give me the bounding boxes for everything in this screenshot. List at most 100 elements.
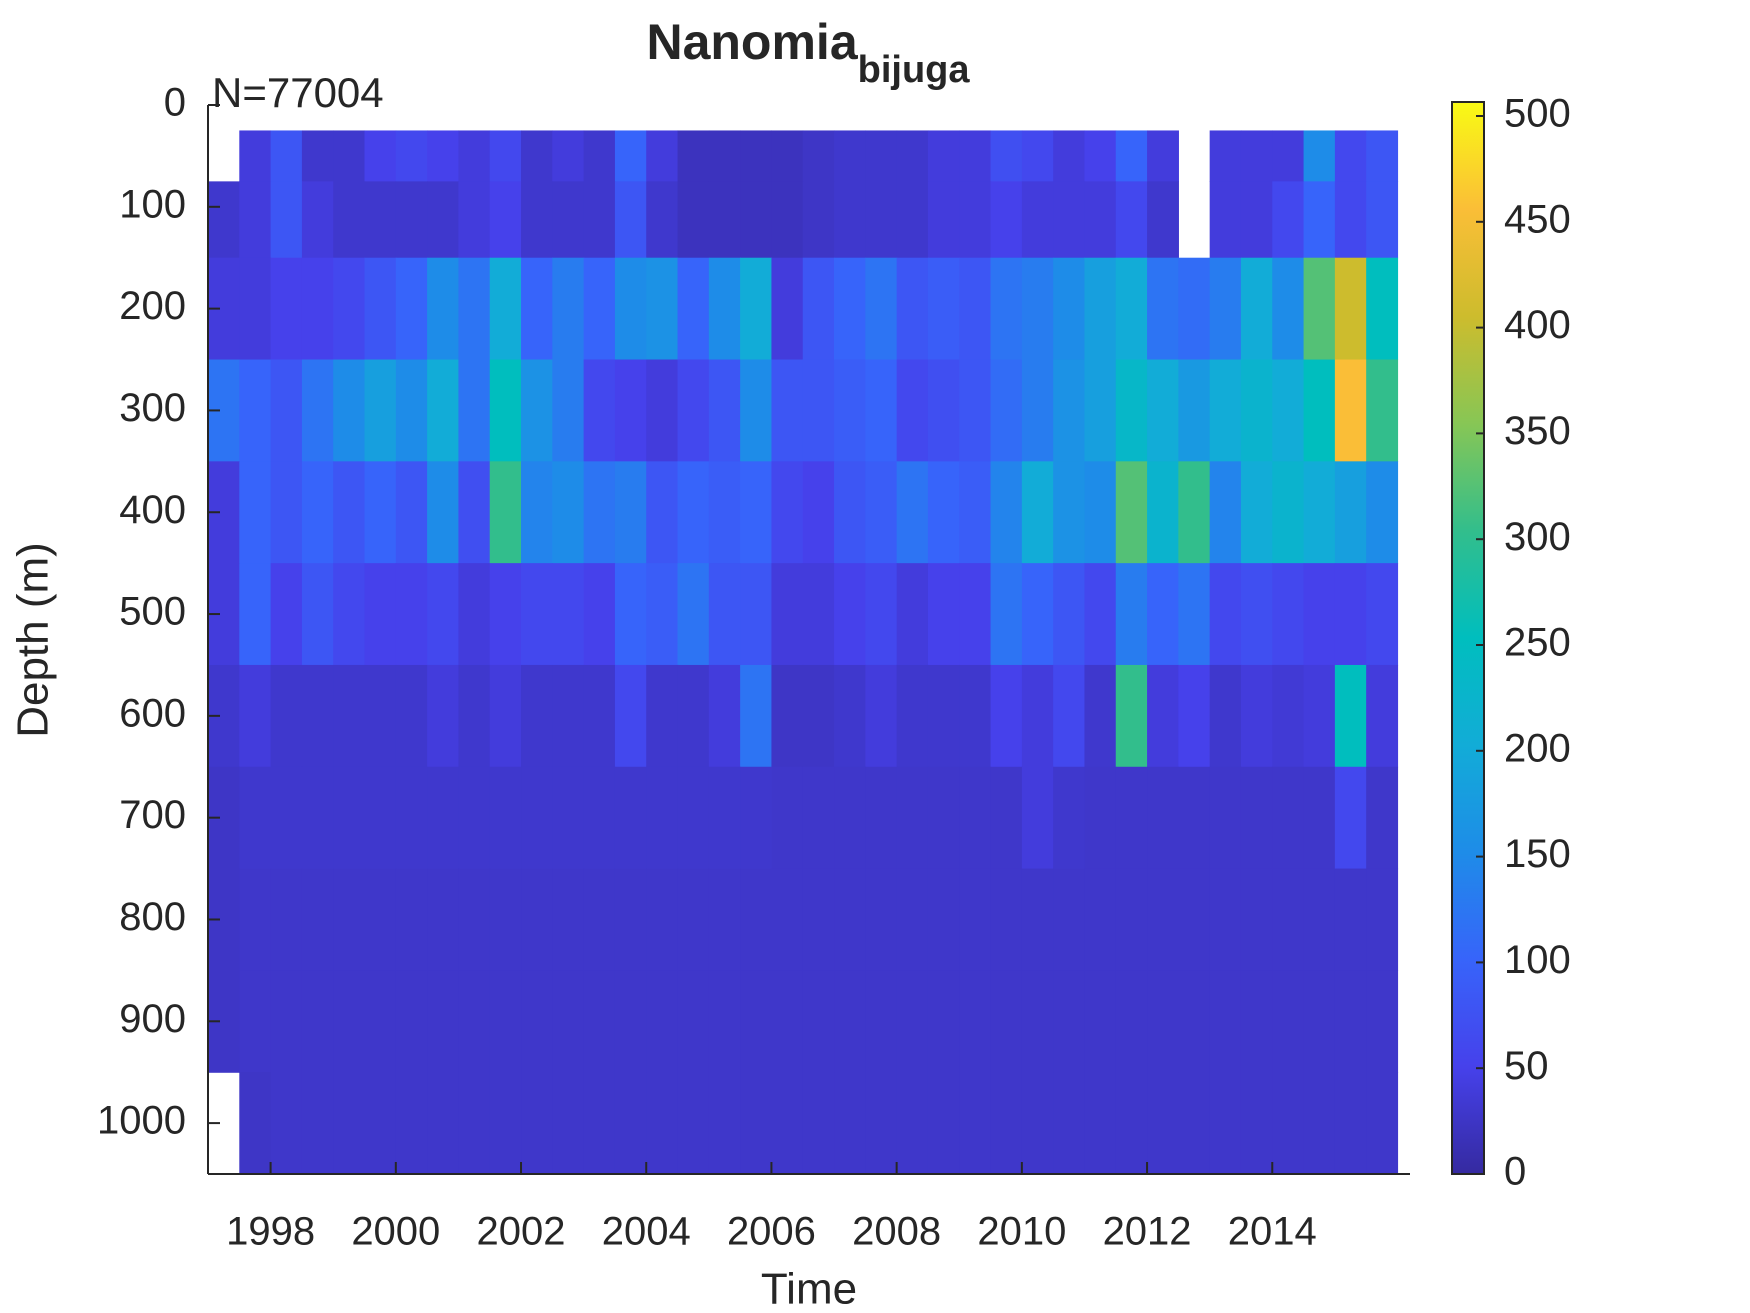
- heatmap-cell: [521, 664, 553, 768]
- heatmap-cell: [489, 766, 522, 870]
- heatmap-cell: [1178, 1072, 1211, 1175]
- heatmap-cell: [865, 257, 898, 361]
- heatmap-cell: [1303, 257, 1336, 361]
- heatmap-cell: [552, 1072, 585, 1175]
- heatmap-cell: [1147, 970, 1179, 1073]
- heatmap-cell: [1272, 1072, 1305, 1175]
- heatmap-cell: [1366, 664, 1399, 768]
- heatmap-cell: [489, 970, 522, 1073]
- heatmap-cell: [1209, 766, 1242, 870]
- heatmap-cell: [646, 563, 679, 666]
- heatmap-cell: [489, 181, 522, 259]
- heatmap-cell: [583, 1072, 616, 1175]
- x-tick-label: 2014: [1228, 1210, 1317, 1254]
- heatmap-cell: [1303, 1072, 1336, 1175]
- heatmap-cell: [552, 970, 585, 1073]
- heatmap-cell: [1240, 1072, 1273, 1175]
- heatmap-cell: [1240, 257, 1273, 361]
- heatmap-cell: [1178, 868, 1211, 971]
- heatmap-cell: [1084, 766, 1117, 870]
- heatmap-cell: [1115, 181, 1148, 259]
- heatmap-cell: [959, 868, 992, 971]
- heatmap-cell: [270, 1072, 303, 1175]
- heatmap-cell: [239, 970, 272, 1073]
- colorbar: [1451, 101, 1485, 1175]
- heatmap-cell: [364, 257, 397, 361]
- heatmap-cell: [614, 257, 647, 361]
- heatmap-cell: [239, 868, 272, 971]
- heatmap-cell: [990, 181, 1023, 259]
- heatmap-cell: [552, 868, 585, 971]
- heatmap-cell: [1053, 1072, 1086, 1175]
- heatmap-cell: [771, 257, 804, 361]
- heatmap-cell: [489, 868, 522, 971]
- heatmap-cell: [646, 970, 679, 1073]
- heatmap-cell: [458, 563, 491, 666]
- heatmap-cell: [489, 461, 522, 564]
- heatmap-cell: [583, 359, 616, 462]
- heatmap-cell: [1178, 359, 1211, 462]
- heatmap-cell: [1366, 1072, 1399, 1175]
- heatmap-cell: [614, 1072, 647, 1175]
- heatmap-cell: [1334, 766, 1367, 870]
- heatmap-cell: [521, 181, 553, 259]
- heatmap-cell: [364, 181, 397, 259]
- heatmap-cell: [834, 563, 866, 666]
- heatmap-cell: [646, 868, 679, 971]
- heatmap-cell: [489, 130, 522, 182]
- y-tick-label: 0: [164, 81, 186, 125]
- heatmap-cell: [1209, 130, 1242, 182]
- heatmap-cell: [771, 563, 804, 666]
- heatmap-cell: [802, 257, 835, 361]
- heatmap-cell: [1366, 181, 1399, 259]
- heatmap-cell: [583, 664, 616, 768]
- heatmap-cell: [1240, 130, 1273, 182]
- heatmap-cell: [708, 130, 741, 182]
- title-subscript: bijuga: [858, 49, 971, 91]
- heatmap-cell: [802, 766, 835, 870]
- heatmap-cell: [521, 257, 553, 361]
- heatmap-cell: [521, 868, 553, 971]
- heatmap-cell: [802, 664, 835, 768]
- heatmap-cell: [364, 1072, 397, 1175]
- heatmap-cell: [333, 359, 366, 462]
- heatmap-cell: [301, 970, 334, 1073]
- heatmap-cell: [1209, 359, 1242, 462]
- heatmap-cell: [614, 868, 647, 971]
- heatmap-cell: [208, 181, 240, 259]
- heatmap-cell: [1334, 181, 1367, 259]
- heatmap-cell: [1366, 766, 1399, 870]
- heatmap-cell: [740, 664, 773, 768]
- heatmap-cell: [1334, 130, 1367, 182]
- heatmap-cell: [1147, 461, 1179, 564]
- heatmap-cell: [583, 868, 616, 971]
- heatmap-cell: [1147, 359, 1179, 462]
- heatmap-cell: [521, 970, 553, 1073]
- heatmap-cell: [1272, 766, 1305, 870]
- heatmap-cell: [614, 664, 647, 768]
- heatmap-cell: [270, 130, 303, 182]
- heatmap-cell: [1334, 359, 1367, 462]
- heatmap-cell: [1084, 970, 1117, 1073]
- heatmap-cell: [834, 664, 866, 768]
- x-axis-label: Time: [761, 1265, 857, 1313]
- heatmap-cell: [1209, 868, 1242, 971]
- heatmap-cell: [1147, 257, 1179, 361]
- heatmap-cell: [395, 257, 428, 361]
- heatmap-cell: [1021, 130, 1054, 182]
- heatmap-cell: [1240, 461, 1273, 564]
- heatmap-cell: [239, 461, 272, 564]
- heatmap-cell: [1240, 359, 1273, 462]
- heatmap-cell: [583, 563, 616, 666]
- heatmap-cell: [1053, 970, 1086, 1073]
- heatmap-cell: [834, 461, 866, 564]
- heatmap-cell: [427, 664, 460, 768]
- heatmap-cell: [521, 766, 553, 870]
- colorbar-tick-label: 200: [1504, 726, 1571, 770]
- heatmap-cell: [802, 868, 835, 971]
- heatmap-cell: [896, 868, 929, 971]
- heatmap-cell: [927, 130, 960, 182]
- heatmap-cell: [301, 359, 334, 462]
- heatmap-cell: [1334, 563, 1367, 666]
